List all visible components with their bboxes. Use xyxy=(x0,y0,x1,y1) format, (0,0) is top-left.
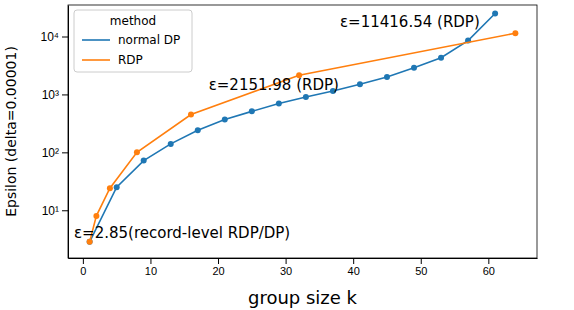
x-tick-mark xyxy=(286,258,287,264)
y-tick: 10¹ xyxy=(42,204,68,218)
x-tick-mark xyxy=(150,258,151,264)
series-marker xyxy=(438,55,444,61)
x-tick-mark xyxy=(218,258,219,264)
legend: method normal DP RDP xyxy=(74,10,192,72)
y-tick-label: 10⁴ xyxy=(40,30,59,44)
x-tick-label: 10 xyxy=(145,265,157,277)
y-tick-label: 10³ xyxy=(42,88,59,102)
legend-swatch xyxy=(82,59,110,61)
y-tick: 10² xyxy=(42,146,68,160)
x-tick-mark xyxy=(488,258,489,264)
series-marker xyxy=(411,65,417,71)
legend-label: RDP xyxy=(118,53,143,67)
x-tick-label: 50 xyxy=(415,265,427,277)
chart: 0 10 20 30 40 50 60 10¹ 10² 10³ 10⁴ ε=11416.54 (RDP… xyxy=(0,0,574,310)
y-tick-mark xyxy=(62,210,68,211)
x-tick-label: 20 xyxy=(212,265,224,277)
y-axis-label: Epsilon (delta=0.00001) xyxy=(3,46,19,217)
series-marker xyxy=(357,81,363,87)
series-marker xyxy=(249,108,255,114)
y-tick-mark xyxy=(62,152,68,153)
y-axis: 10¹ 10² 10³ 10⁴ xyxy=(40,6,68,259)
legend-swatch xyxy=(82,39,110,41)
plot-area: 0 10 20 30 40 50 60 10¹ 10² 10³ 10⁴ ε=11416.54 (RDP… xyxy=(40,5,537,277)
annotation: ε=11416.54 (RDP) xyxy=(340,13,480,31)
series-marker xyxy=(134,149,140,155)
series-marker xyxy=(195,127,201,133)
series-marker xyxy=(384,74,390,80)
x-tick-mark xyxy=(83,258,84,264)
y-tick-label: 10² xyxy=(42,146,59,160)
series-marker xyxy=(168,141,174,147)
series-marker xyxy=(492,10,498,16)
series-marker xyxy=(188,112,194,118)
x-tick: 40 xyxy=(348,258,360,277)
x-tick-label: 0 xyxy=(80,265,86,277)
x-tick-label: 60 xyxy=(483,265,495,277)
series-marker xyxy=(107,185,113,191)
y-tick-mark xyxy=(62,94,68,95)
y-tick-label: 10¹ xyxy=(42,204,59,218)
y-axis-line xyxy=(68,6,69,259)
series-marker xyxy=(512,30,518,36)
series-marker xyxy=(114,184,120,190)
series-marker xyxy=(141,158,147,164)
data-layer xyxy=(87,10,519,244)
x-axis-line xyxy=(69,258,538,259)
x-tick-label: 30 xyxy=(280,265,292,277)
y-tick-mark xyxy=(62,37,68,38)
legend-label: normal DP xyxy=(118,33,180,47)
x-axis: 0 10 20 30 40 50 60 xyxy=(69,258,538,277)
x-tick: 60 xyxy=(483,258,495,277)
annotation: ε=2151.98 (RDP) xyxy=(209,76,339,94)
y-tick: 10⁴ xyxy=(40,30,68,44)
x-tick: 10 xyxy=(145,258,157,277)
legend-box xyxy=(74,10,192,72)
series-marker xyxy=(276,100,282,106)
x-tick: 20 xyxy=(212,258,224,277)
x-tick-label: 40 xyxy=(348,265,360,277)
x-tick: 50 xyxy=(415,258,427,277)
series-marker xyxy=(93,213,99,219)
x-axis-label: group size k xyxy=(248,287,358,308)
series-marker xyxy=(222,116,228,122)
x-tick: 0 xyxy=(80,258,86,277)
x-tick-mark xyxy=(421,258,422,264)
x-tick: 30 xyxy=(280,258,292,277)
x-tick-mark xyxy=(353,258,354,264)
annotation: ε=2.85(record-level RDP/DP) xyxy=(74,224,290,242)
y-tick: 10³ xyxy=(42,88,68,102)
series-marker xyxy=(303,94,309,100)
legend-title: method xyxy=(110,14,156,28)
plot-frame xyxy=(68,5,537,258)
